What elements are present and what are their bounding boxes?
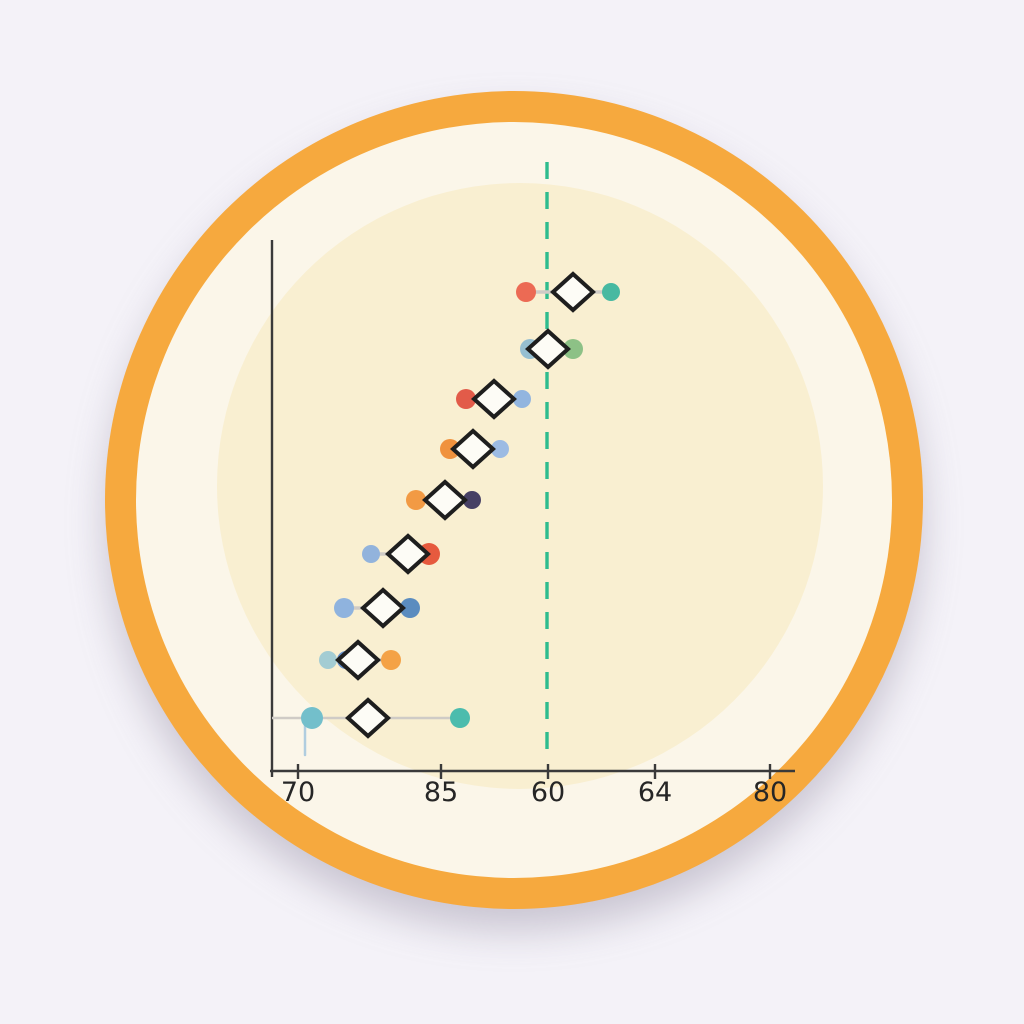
- summary-diamond-marker: [360, 587, 406, 629]
- summary-diamond-marker: [550, 271, 596, 313]
- x-axis-tick-label: 80: [753, 777, 787, 808]
- data-point-dot: [319, 651, 337, 669]
- summary-diamond-marker: [471, 378, 517, 420]
- x-axis-tick-label: 60: [531, 777, 565, 808]
- data-point-dot: [456, 389, 476, 409]
- data-point-dot: [516, 282, 536, 302]
- data-point-dot: [400, 598, 420, 618]
- data-point-dot: [513, 390, 531, 408]
- summary-diamond-marker: [450, 428, 496, 470]
- data-point-dot: [381, 650, 401, 670]
- summary-diamond-marker: [422, 479, 468, 521]
- summary-diamond-marker: [525, 328, 571, 370]
- summary-diamond-marker: [345, 697, 391, 739]
- data-point-dot: [301, 707, 323, 729]
- data-point-dot: [334, 598, 354, 618]
- summary-diamond-marker: [385, 533, 431, 575]
- x-axis-tick-label: 64: [638, 777, 672, 808]
- data-point-dot: [450, 708, 470, 728]
- summary-diamond-marker: [335, 639, 381, 681]
- x-axis-tick-label: 85: [424, 777, 458, 808]
- data-point-dot: [440, 439, 460, 459]
- data-point-dot: [463, 491, 481, 509]
- data-point-dot: [491, 440, 509, 458]
- x-axis-tick-label: 70: [281, 777, 315, 808]
- data-point-dot: [563, 339, 583, 359]
- data-point-dot: [406, 490, 426, 510]
- data-point-dot: [602, 283, 620, 301]
- data-point-dot: [362, 545, 380, 563]
